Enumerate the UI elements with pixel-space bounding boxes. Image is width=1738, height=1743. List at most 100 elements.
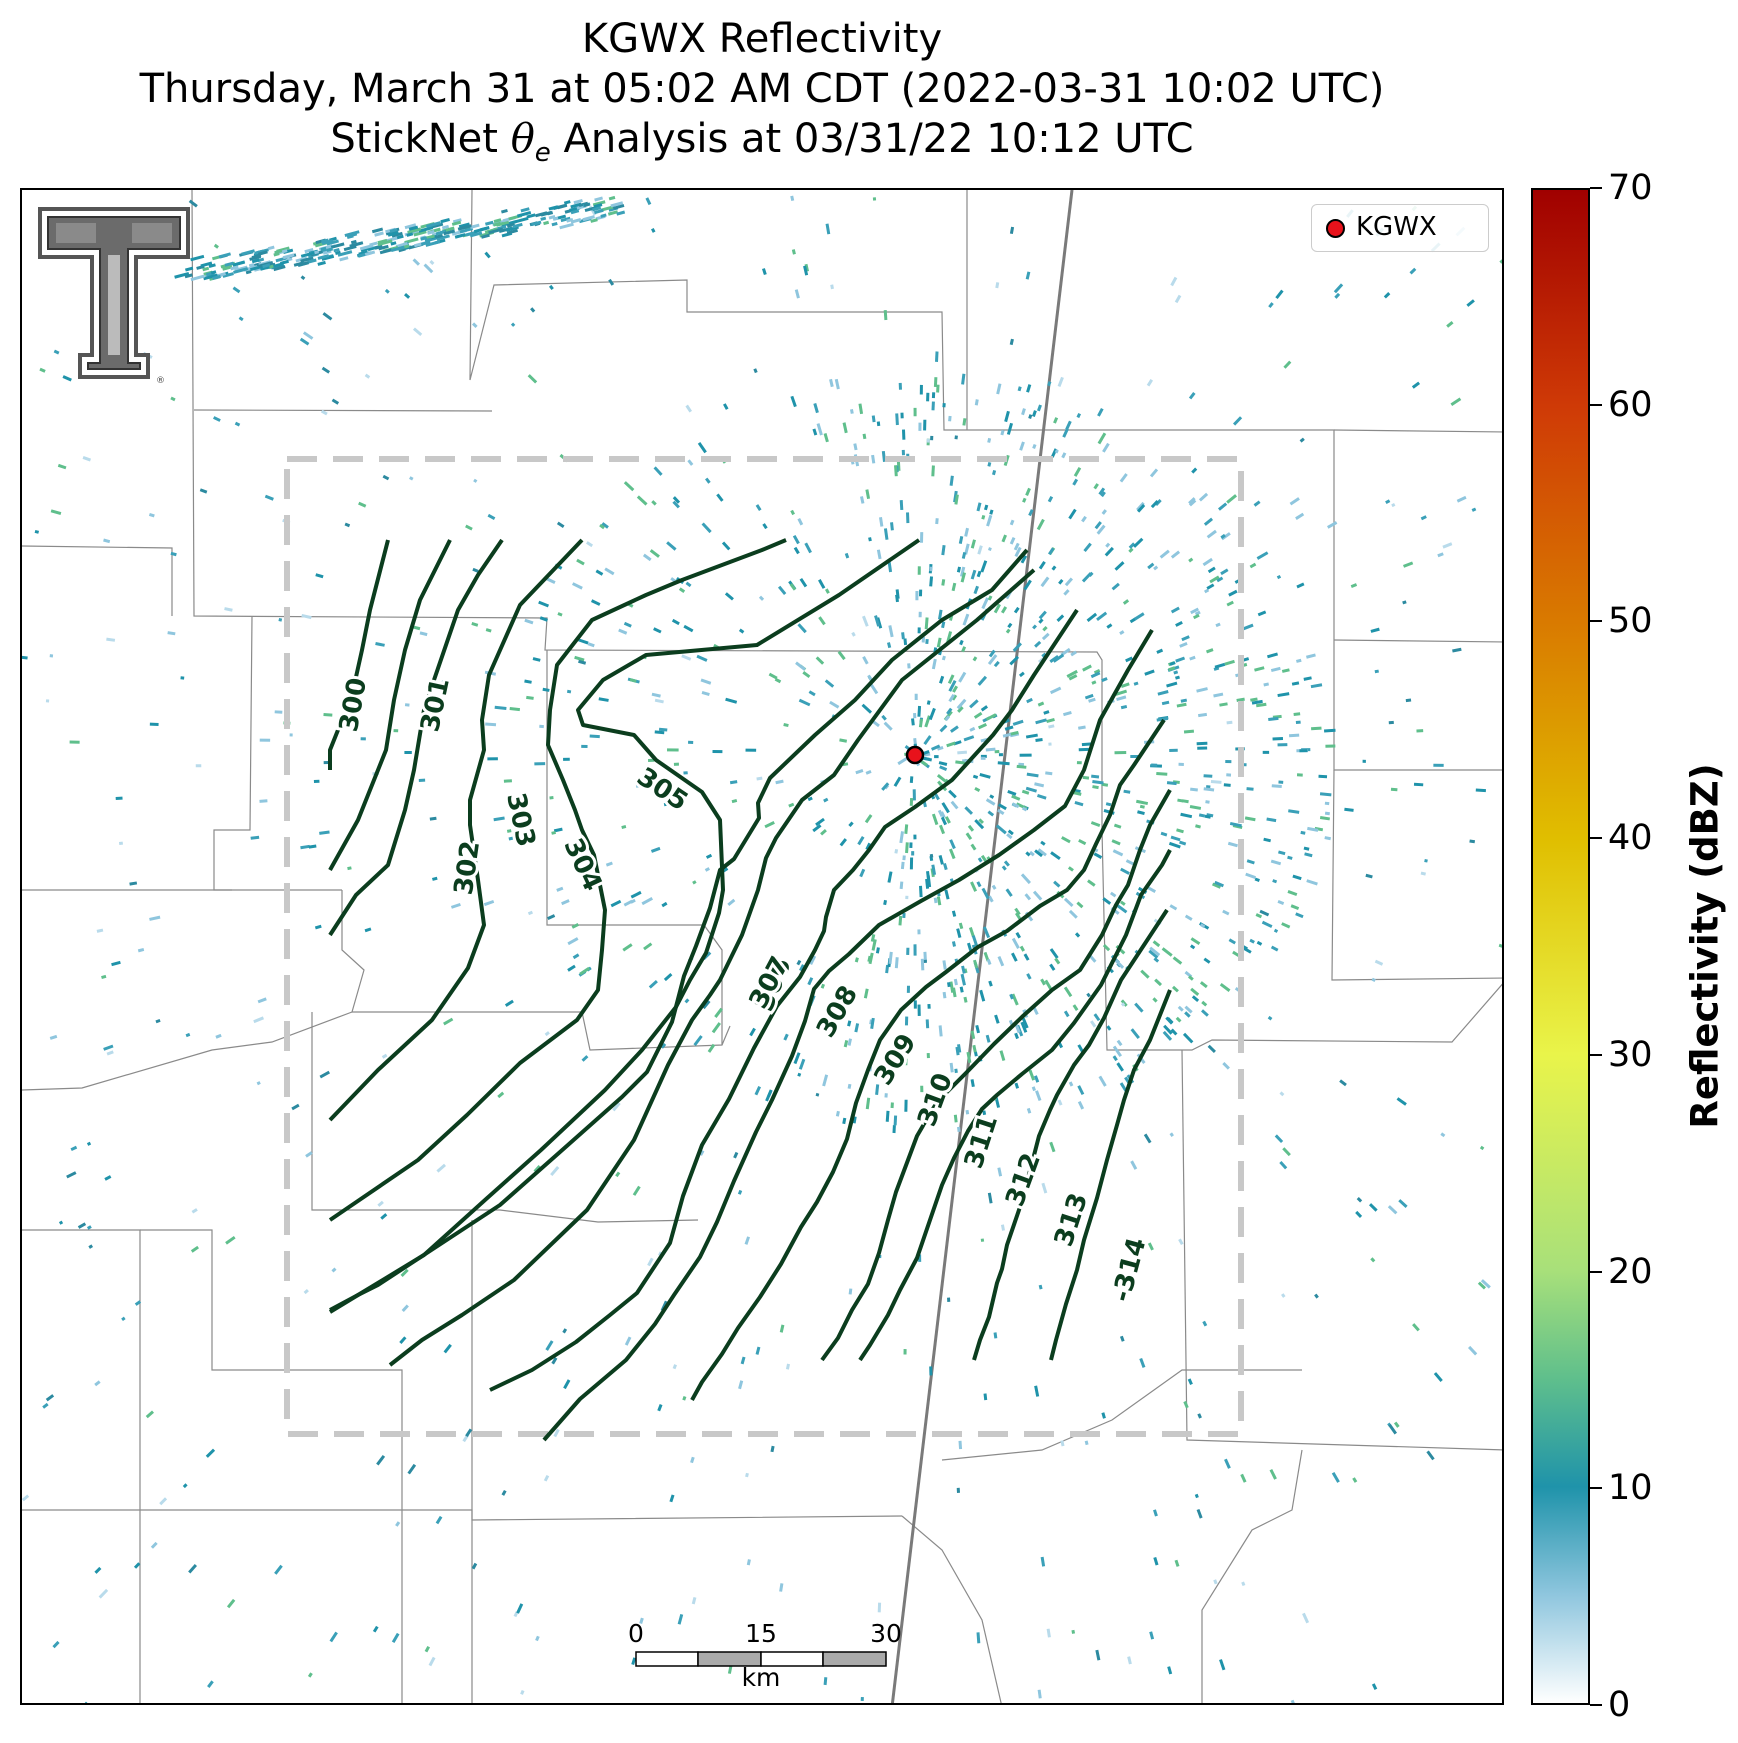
- echo-speck: [812, 428, 818, 436]
- echo-speck: [986, 958, 992, 966]
- echo-speck: [1090, 671, 1101, 679]
- echo-speck: [551, 221, 558, 227]
- echo-speck: [391, 1632, 400, 1644]
- echo-speck: [1011, 993, 1019, 1006]
- echo-speck: [894, 848, 899, 854]
- echo-speck: [740, 1356, 746, 1365]
- echo-speck: [818, 579, 826, 589]
- echo-speck: [958, 1440, 963, 1450]
- echo-speck: [885, 964, 890, 974]
- county-border: [22, 1509, 473, 1703]
- echo-speck: [1014, 1032, 1019, 1040]
- echo-speck: [381, 1053, 388, 1059]
- contour-line: [328, 539, 452, 871]
- echo-speck: [1165, 1016, 1174, 1025]
- echo-speck: [420, 240, 431, 246]
- echo-speck: [1151, 763, 1158, 767]
- echo-speck: [854, 1023, 860, 1033]
- echo-speck: [925, 1019, 930, 1029]
- echo-speck: [702, 1000, 711, 1010]
- echo-speck: [1180, 812, 1193, 819]
- echo-speck: [1134, 612, 1145, 621]
- echo-speck: [1303, 846, 1310, 851]
- echo-speck: [1277, 900, 1285, 906]
- echo-speck: [297, 261, 310, 267]
- echo-speck: [483, 899, 495, 907]
- echo-speck: [804, 542, 812, 554]
- echo-speck: [533, 1164, 541, 1173]
- echo-speck: [1268, 716, 1279, 721]
- echo-speck: [865, 489, 871, 499]
- echo-speck: [317, 260, 326, 266]
- echo-speck: [883, 528, 889, 540]
- kgwx-radar-marker[interactable]: [905, 745, 925, 765]
- echo-speck: [682, 1395, 687, 1401]
- echo-speck: [1371, 977, 1376, 982]
- echo-speck: [330, 242, 345, 249]
- echo-speck: [1125, 656, 1133, 663]
- echo-speck: [868, 537, 872, 542]
- echo-speck: [1137, 810, 1145, 815]
- echo-speck: [418, 778, 426, 782]
- echo-speck: [440, 217, 450, 224]
- echo-speck: [824, 679, 835, 688]
- echo-speck: [1111, 839, 1121, 846]
- echo-speck: [1161, 947, 1173, 957]
- echo-speck: [899, 881, 904, 890]
- echo-speck: [326, 247, 334, 252]
- echo-speck: [913, 407, 917, 417]
- echo-speck: [1350, 583, 1358, 588]
- scale-bar-segments: [635, 1651, 887, 1667]
- echo-speck: [940, 816, 948, 826]
- echo-speck: [573, 198, 583, 205]
- echo-speck: [1219, 702, 1228, 707]
- radar-map[interactable]: 300 301 302 303 304 305 306 307 308 309 310 311 312 3…: [20, 188, 1504, 1705]
- echo-speck: [657, 1404, 663, 1412]
- echo-speck: [1307, 826, 1319, 832]
- echo-speck: [1261, 920, 1273, 928]
- echo-speck: [1093, 1013, 1101, 1022]
- echo-speck: [1178, 1238, 1184, 1246]
- county-border: [1333, 640, 1502, 771]
- echo-speck: [612, 204, 625, 210]
- contour-line: [328, 538, 787, 1222]
- echo-speck: [319, 1070, 331, 1079]
- echo-speck: [1036, 518, 1045, 531]
- echo-speck: [983, 1393, 988, 1401]
- echo-speck: [1017, 386, 1022, 392]
- colorbar-tick-label: 20: [1608, 1251, 1653, 1292]
- echo-speck: [768, 672, 778, 680]
- echo-speck: [987, 810, 995, 817]
- echo-speck: [1072, 478, 1079, 486]
- echo-speck: [1306, 653, 1316, 659]
- echo-speck: [1365, 873, 1373, 879]
- echo-speck: [1168, 666, 1176, 672]
- echo-speck: [1220, 533, 1226, 539]
- echo-speck: [870, 1017, 875, 1029]
- echo-speck: [1063, 710, 1072, 717]
- echo-speck: [1035, 718, 1047, 725]
- echo-speck: [1058, 579, 1064, 585]
- echo-speck: [1311, 726, 1322, 731]
- echo-speck: [1310, 683, 1323, 689]
- echo-speck: [1152, 940, 1161, 948]
- echo-speck: [973, 711, 983, 719]
- echo-speck: [1037, 701, 1045, 707]
- echo-speck: [1172, 956, 1183, 965]
- echo-speck: [938, 761, 948, 766]
- echo-speck: [1032, 890, 1043, 901]
- echo-speck: [264, 494, 274, 501]
- echo-speck: [938, 854, 944, 865]
- echo-speck: [39, 367, 46, 373]
- echo-speck: [913, 834, 917, 840]
- echo-speck: [960, 566, 966, 577]
- echo-speck: [556, 886, 564, 892]
- echo-speck: [1219, 983, 1231, 992]
- echo-speck: [574, 655, 585, 662]
- texas-tech-logo: ®: [36, 205, 192, 394]
- echo-speck: [487, 757, 498, 761]
- echo-speck: [939, 765, 948, 771]
- echo-speck: [1276, 574, 1282, 580]
- echo-speck: [904, 1058, 908, 1066]
- echo-speck: [672, 496, 681, 504]
